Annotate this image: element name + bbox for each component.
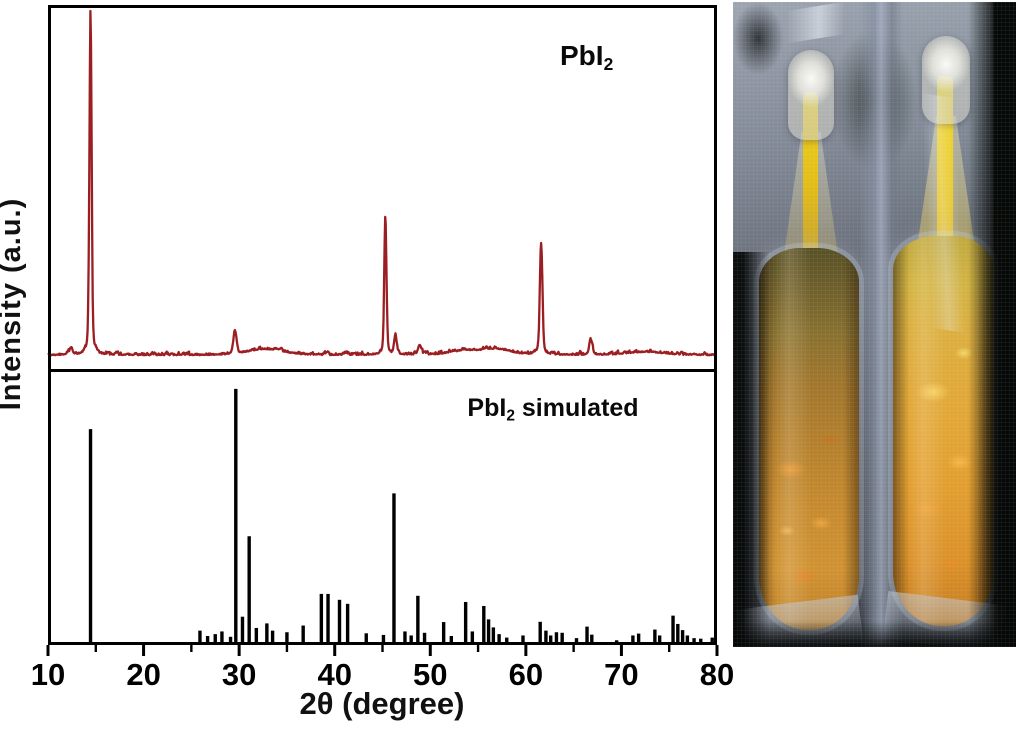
photo-plastic-texture (733, 2, 1016, 647)
vial-right-tip (922, 36, 970, 124)
x-tick-label: 40 (317, 657, 351, 692)
formula-prefix: PbI (560, 40, 604, 71)
measured-xrd-curve (47, 9, 718, 357)
formula-subscript: 2 (603, 53, 614, 74)
sample-photo (733, 2, 1016, 647)
plot-frame (48, 5, 717, 645)
simulated-panel-label: PbI2 simulated (428, 394, 678, 425)
formula-prefix: PbI (467, 394, 507, 422)
x-tick-label: 20 (126, 657, 160, 692)
x-tick-label: 30 (222, 657, 256, 692)
x-tick-label: 80 (700, 657, 733, 692)
vial-left-body (759, 248, 859, 630)
y-axis-label: Intensity (a.u.) (0, 197, 27, 411)
vial-left-tip (788, 50, 834, 140)
x-tick-label: 50 (413, 657, 447, 692)
xrd-chart: 10 20 30 40 50 60 70 80 (31, 5, 733, 692)
x-tick-label: 60 (509, 657, 543, 692)
experimental-panel-label: PbI2 (560, 40, 680, 75)
photo-shadow-bottom (733, 621, 1016, 647)
formula-subscript: 2 (506, 407, 515, 425)
photo-shadow-left (733, 252, 769, 647)
x-tick-label: 10 (31, 657, 65, 692)
x-tick-label: 70 (604, 657, 638, 692)
photo-shadow-right (968, 2, 1016, 647)
x-axis-label: 2θ (degree) (299, 686, 465, 721)
label-suffix: simulated (514, 394, 639, 422)
